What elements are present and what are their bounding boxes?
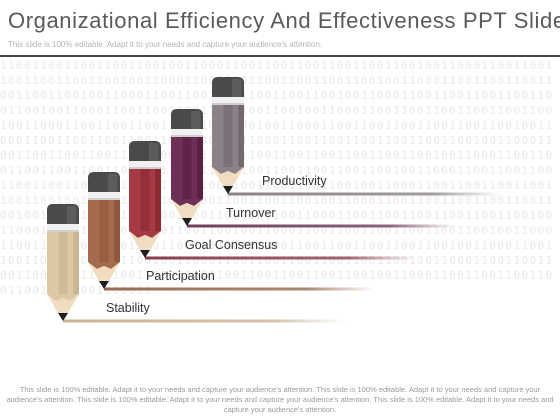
pencil-goal-consensus: [129, 141, 161, 258]
label-productivity: Productivity: [262, 174, 327, 188]
pencil-wood: [212, 167, 244, 186]
line-turnover: [187, 224, 455, 228]
ferrule: [129, 161, 161, 169]
line-productivity: [228, 192, 500, 196]
pencil-stability: [47, 204, 79, 321]
pencil-wood: [129, 231, 161, 250]
pencil-lead: [182, 218, 192, 226]
pencil-participation: [88, 172, 120, 289]
slide-subtitle: This slide is 100% editable. Adapt it to…: [8, 40, 323, 49]
ferrule: [212, 97, 244, 105]
pencil-lead: [223, 186, 233, 194]
label-participation: Participation: [146, 269, 215, 283]
pencil-turnover: [171, 109, 203, 226]
ferrule: [47, 224, 79, 232]
label-goal-consensus: Goal Consensus: [185, 238, 277, 252]
line-participation: [104, 287, 375, 291]
pencil-lead: [58, 313, 68, 321]
pencil-wood: [47, 294, 79, 313]
label-turnover: Turnover: [226, 206, 276, 220]
pencil-productivity: [212, 77, 244, 194]
ferrule: [88, 192, 120, 200]
pencil-lead: [140, 250, 150, 258]
pencil-lead: [99, 281, 109, 289]
line-goal-consensus: [145, 256, 415, 260]
line-stability: [63, 319, 345, 323]
title-divider: [0, 55, 560, 57]
ferrule: [171, 129, 203, 137]
pencil-wood: [171, 199, 203, 218]
label-stability: Stability: [106, 301, 151, 315]
pencil-wood: [88, 262, 120, 281]
slide-footer-note: This slide is 100% editable. Adapt it to…: [6, 385, 554, 414]
slide-title: Organizational Efficiency And Effectiven…: [8, 8, 560, 33]
